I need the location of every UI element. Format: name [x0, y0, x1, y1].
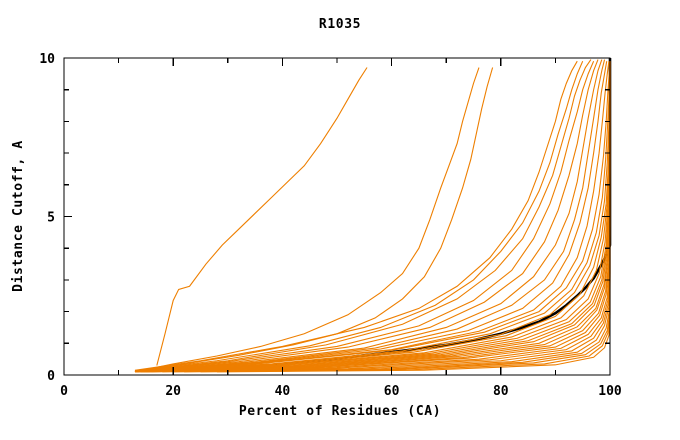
chart-title: R1035: [319, 17, 361, 32]
ensemble-curve: [134, 60, 578, 371]
ensemble-curve: [134, 61, 611, 373]
ensemble-curve: [134, 61, 611, 373]
y-axis-tick-labels: 0 5 10: [39, 52, 55, 384]
x-axis-tick-label: 20: [165, 384, 181, 399]
ensemble-curve: [156, 67, 368, 366]
ensemble-curve: [134, 61, 610, 373]
ensemble-curve: [134, 61, 608, 373]
ensemble-curve: [134, 59, 603, 373]
x-axis-tick-label: 40: [275, 384, 291, 399]
x-axis-tick-label: 100: [598, 384, 622, 399]
ensemble-curve: [134, 60, 584, 372]
axis-frame: [63, 57, 611, 376]
ensemble-curve: [134, 59, 599, 372]
ensemble-curve: [134, 61, 611, 373]
x-axis-tick-label: 80: [493, 384, 509, 399]
ensemble-curve: [134, 67, 480, 373]
y-axis-tick-label: 0: [47, 369, 55, 384]
ensemble-curve: [140, 59, 606, 372]
y-axis-title: Distance Cutoff, A: [11, 140, 26, 292]
x-axis-tick-labels: 0 20 40 60 80 100: [60, 384, 622, 399]
ensemble-curve: [134, 67, 494, 372]
ensemble-curve: [134, 60, 595, 372]
x-axis-tick-label: 0: [60, 384, 68, 399]
x-axis-tick-label: 60: [384, 384, 400, 399]
y-axis-tick-label: 5: [47, 211, 55, 226]
x-axis-title: Percent of Residues (CA): [239, 404, 441, 419]
ensemble-curve: [140, 59, 592, 371]
y-axis-tick-label: 10: [39, 52, 55, 67]
